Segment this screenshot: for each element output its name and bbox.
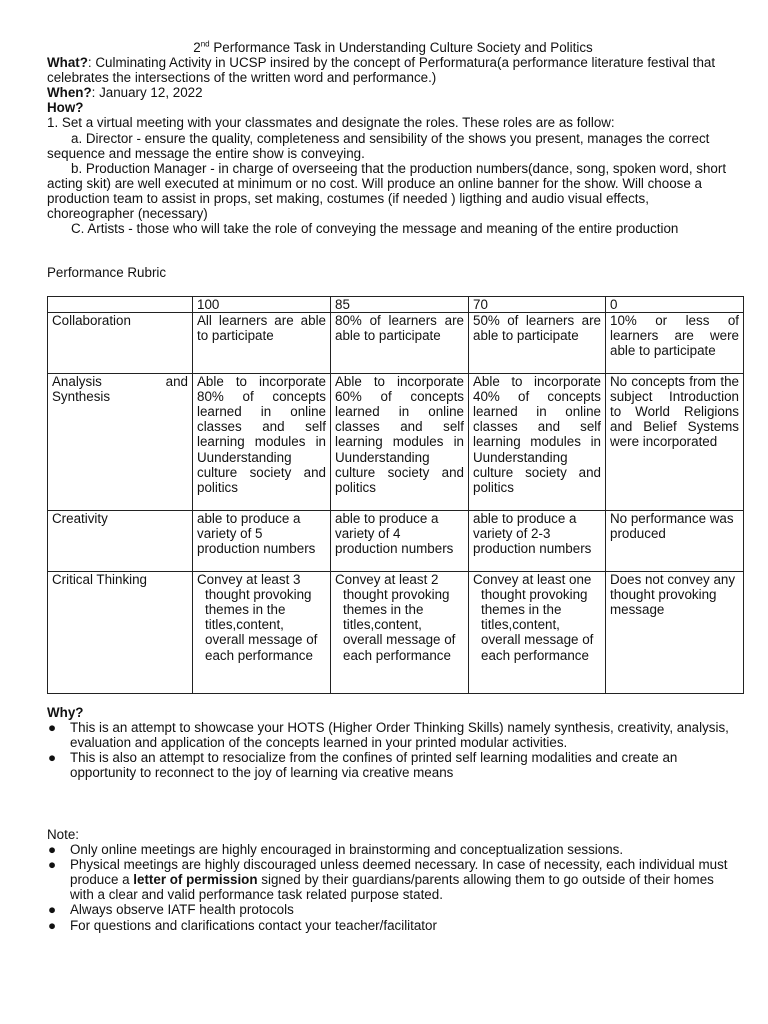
rubric-cell: Convey at least one thought provoking th… — [468, 571, 606, 695]
rubric-cell: No performance was produced — [605, 510, 744, 573]
table-row: Collaboration All learners are able to pa… — [47, 312, 744, 375]
criterion-cell: Collaboration — [47, 312, 193, 375]
why-section: Why? ● This is an attempt to showcase you… — [47, 705, 739, 780]
header-cell: 70 — [468, 295, 606, 314]
criterion-cell: Creativity — [47, 510, 193, 573]
role-artists: C. Artists - those who will take the rol… — [71, 221, 679, 237]
rubric-cell: 10% or less of learners are were able to… — [605, 312, 744, 375]
rubric-cell: 80% of learners are able to participate — [330, 312, 469, 375]
list-item-text: signed by their guardians/parents allowi… — [70, 872, 714, 903]
list-item-text: Always observe IATF health protocols — [70, 902, 294, 918]
list-item-text: This is also an attempt to resocialize f… — [70, 750, 678, 781]
list-item: ● This is an attempt to showcase your HOT… — [47, 720, 739, 750]
rubric-cell: Convey at least 3 thought provoking them… — [192, 571, 331, 695]
title-number: 2 — [193, 40, 201, 55]
what-text: : Culminating Activity in UCSP insired b… — [47, 55, 716, 86]
rubric-cell: Convey at least 2 thought provoking them… — [330, 571, 469, 695]
role-director: a. Director - ensure the quality, comple… — [47, 130, 710, 161]
list-item: ● Only online meetings are highly encoura… — [47, 842, 739, 857]
list-item-text: For questions and clarifications contact… — [70, 917, 437, 933]
list-item: ● Physical meetings are highly discourage… — [47, 857, 739, 902]
rubric-label: Performance Rubric — [47, 265, 167, 280]
rubric-cell: Able to incorporate 60% of concepts lear… — [330, 373, 469, 512]
rubric-cell: able to produce a variety of 2-3 product… — [468, 510, 606, 573]
how-step-1: 1. Set a virtual meeting with your class… — [47, 115, 615, 131]
criterion-cell: Critical Thinking — [47, 571, 193, 695]
how-label-text: How? — [47, 100, 84, 116]
bullet-icon: ● — [48, 750, 57, 766]
note-section: Note: ● Only online meetings are highly e… — [47, 827, 739, 933]
title-suffix: nd — [200, 39, 210, 49]
table-row: Creativity able to produce a variety of 5… — [47, 510, 744, 573]
header-cell: 85 — [330, 295, 469, 314]
letter-of-permission-emphasis: letter of permission — [133, 872, 258, 888]
what-line: What?: Culminating Activity in UCSP insi… — [47, 55, 739, 85]
rubric-cell: Does not convey any thought provoking me… — [605, 571, 744, 695]
rubric-cell: All learners are able to participate — [192, 312, 331, 375]
list-item-text: This is an attempt to showcase your HOTS… — [70, 720, 729, 751]
list-item: ● For questions and clarifications contac… — [47, 918, 739, 933]
why-list: ● This is an attempt to showcase your HOT… — [47, 720, 739, 780]
why-label: Why? — [47, 705, 84, 720]
rubric-cell: No concepts from the subject Introductio… — [605, 373, 744, 512]
header-cell — [47, 295, 193, 314]
when-text: : January 12, 2022 — [91, 85, 203, 101]
header-cell: 0 — [605, 295, 744, 314]
when-line: When?: January 12, 2022 — [47, 85, 739, 100]
rubric-table: 100 85 70 0 Collaboration All learners are a… — [47, 295, 744, 695]
rubric-cell: able to produce a variety of 4 productio… — [330, 510, 469, 573]
rubric-cell: Able to incorporate 40% of concepts lear… — [468, 373, 606, 512]
bullet-icon: ● — [48, 902, 57, 918]
table-row: Critical Thinking Convey at least 3 thoug… — [47, 571, 744, 695]
bullet-icon: ● — [48, 857, 57, 873]
list-item-text: Only online meetings are highly encourag… — [70, 842, 624, 858]
what-label: What? — [47, 55, 88, 71]
bullet-icon: ● — [48, 917, 57, 933]
list-item-text: Physical meetings are highly discouraged… — [70, 857, 728, 888]
header-cell: 100 — [192, 295, 331, 314]
when-label: When? — [47, 85, 92, 101]
rubric-cell: able to produce a variety of 5 productio… — [192, 510, 331, 573]
how-label: How? — [47, 100, 739, 115]
rubric-cell: 50% of learners are able to participate — [468, 312, 606, 375]
list-item: ● This is also an attempt to resocialize … — [47, 750, 739, 780]
role-production-manager: b. Production Manager - in charge of ove… — [47, 160, 727, 222]
bullet-icon: ● — [48, 842, 57, 858]
page-title: 2nd Performance Task in Understanding Cu… — [47, 40, 739, 55]
list-item: ● Always observe IATF health protocols — [47, 902, 739, 917]
table-row: Analysis and Synthesis Able to incorporat… — [47, 373, 744, 512]
bullet-icon: ● — [48, 720, 57, 736]
header-section: 2nd Performance Task in Understanding Cu… — [47, 40, 739, 236]
note-label: Note: — [47, 827, 80, 842]
table-header-row: 100 85 70 0 — [47, 295, 744, 314]
criterion-cell: Analysis and Synthesis — [47, 373, 193, 512]
title-text: Performance Task in Understanding Cultur… — [213, 40, 593, 55]
rubric-cell: Able to incorporate 80% of concepts lear… — [192, 373, 331, 512]
note-list: ● Only online meetings are highly encoura… — [47, 842, 739, 933]
